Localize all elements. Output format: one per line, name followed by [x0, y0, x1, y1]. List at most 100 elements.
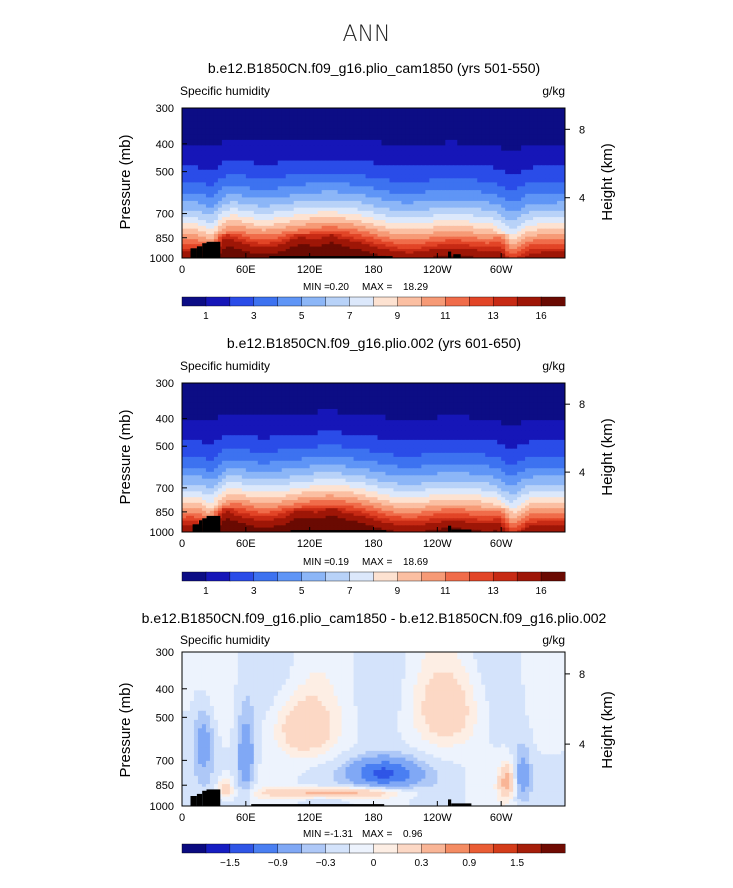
contour-cell — [305, 414, 311, 421]
contour-cell — [453, 246, 458, 250]
contour-cell — [229, 150, 235, 157]
contour-cell — [313, 430, 319, 436]
contour-cell — [457, 246, 462, 250]
contour-cell — [501, 134, 506, 141]
contour-cell — [413, 182, 418, 187]
contour-cell — [445, 155, 450, 162]
contour-cell — [281, 169, 287, 175]
contour-cell — [277, 239, 283, 243]
contour-cell — [421, 383, 426, 391]
contour-cell — [413, 239, 418, 243]
contour-cell — [545, 115, 550, 123]
contour-cell — [253, 430, 259, 436]
contour-cell — [305, 234, 311, 238]
contour-cell — [421, 248, 426, 252]
contour-cell — [401, 121, 406, 129]
contour-cell — [273, 108, 279, 116]
contour-cell — [373, 115, 378, 123]
contour-cell — [509, 241, 514, 245]
contour-cell — [277, 435, 283, 441]
contour-cell — [349, 207, 355, 212]
contour-cell — [457, 121, 462, 129]
contour-cell — [329, 430, 335, 436]
contour-cell — [373, 197, 378, 202]
contour-cell — [185, 430, 191, 436]
contour-cell — [393, 108, 398, 116]
contour-cell — [541, 200, 546, 205]
contour-cell — [301, 155, 307, 162]
contour-cell — [213, 425, 219, 431]
contour-cell — [449, 169, 454, 175]
contour-cell — [365, 190, 371, 195]
contour-cell — [297, 231, 303, 235]
contour-cell — [525, 207, 530, 212]
contour-cell — [237, 200, 243, 205]
contour-cell — [533, 150, 538, 157]
contour-cell — [373, 190, 378, 195]
contour-cell — [461, 186, 466, 191]
contour-cell — [217, 444, 223, 450]
contour-cell — [341, 430, 347, 436]
contour-cell — [221, 435, 227, 441]
contour-cell — [397, 204, 402, 209]
contour-cell — [433, 128, 438, 135]
contour-cell — [461, 383, 466, 391]
contour-cell — [545, 139, 550, 146]
contour-cell — [201, 444, 207, 450]
contour-cell — [277, 214, 283, 218]
contour-cell — [449, 193, 454, 198]
contour-cell — [533, 390, 538, 398]
contour-cell — [337, 210, 343, 215]
contour-cell — [429, 178, 434, 183]
contour-cell — [253, 121, 259, 129]
contour-cell — [549, 178, 554, 183]
contour-cell — [309, 134, 315, 141]
contour-cell — [245, 169, 251, 175]
contour-plot — [182, 383, 566, 533]
contour-cell — [401, 145, 406, 152]
contour-cell — [461, 150, 466, 157]
contour-cell — [329, 134, 335, 141]
contour-cell — [277, 186, 283, 191]
contour-cell — [261, 115, 267, 123]
contour-cell — [489, 139, 494, 146]
contour-cell — [453, 251, 458, 255]
contour-cell — [457, 165, 462, 171]
contour-cell — [309, 217, 315, 221]
contour-cell — [297, 222, 303, 227]
contour-cell — [429, 435, 434, 441]
contour-cell — [477, 225, 482, 230]
contour-cell — [369, 439, 374, 445]
contour-cell — [557, 190, 562, 195]
contour-cell — [525, 155, 530, 162]
contour-cell — [317, 222, 323, 227]
contour-cell — [269, 231, 275, 235]
contour-cell — [389, 383, 394, 391]
contour-cell — [425, 228, 430, 232]
contour-cell — [473, 414, 478, 421]
contour-cell — [373, 390, 378, 398]
contour-cell — [489, 244, 494, 248]
contour-cell — [505, 178, 510, 183]
contour-cell — [561, 115, 566, 123]
contour-cell — [285, 425, 291, 431]
contour-cell — [549, 439, 554, 445]
contour-cell — [541, 145, 546, 152]
contour-cell — [321, 231, 327, 235]
contour-cell — [233, 200, 239, 205]
contour-cell — [357, 160, 363, 166]
contour-cell — [373, 150, 378, 157]
contour-cell — [245, 248, 251, 252]
contour-cell — [465, 190, 470, 195]
contour-cell — [529, 414, 534, 421]
contour-cell — [281, 207, 287, 212]
contour-cell — [545, 420, 550, 426]
contour-cell — [497, 234, 502, 238]
contour-cell — [425, 145, 430, 152]
contour-cell — [265, 190, 271, 195]
contour-cell — [561, 228, 566, 232]
contour-cell — [513, 236, 518, 240]
contour-cell — [461, 402, 466, 410]
contour-cell — [341, 108, 347, 116]
contour-cell — [193, 222, 199, 227]
